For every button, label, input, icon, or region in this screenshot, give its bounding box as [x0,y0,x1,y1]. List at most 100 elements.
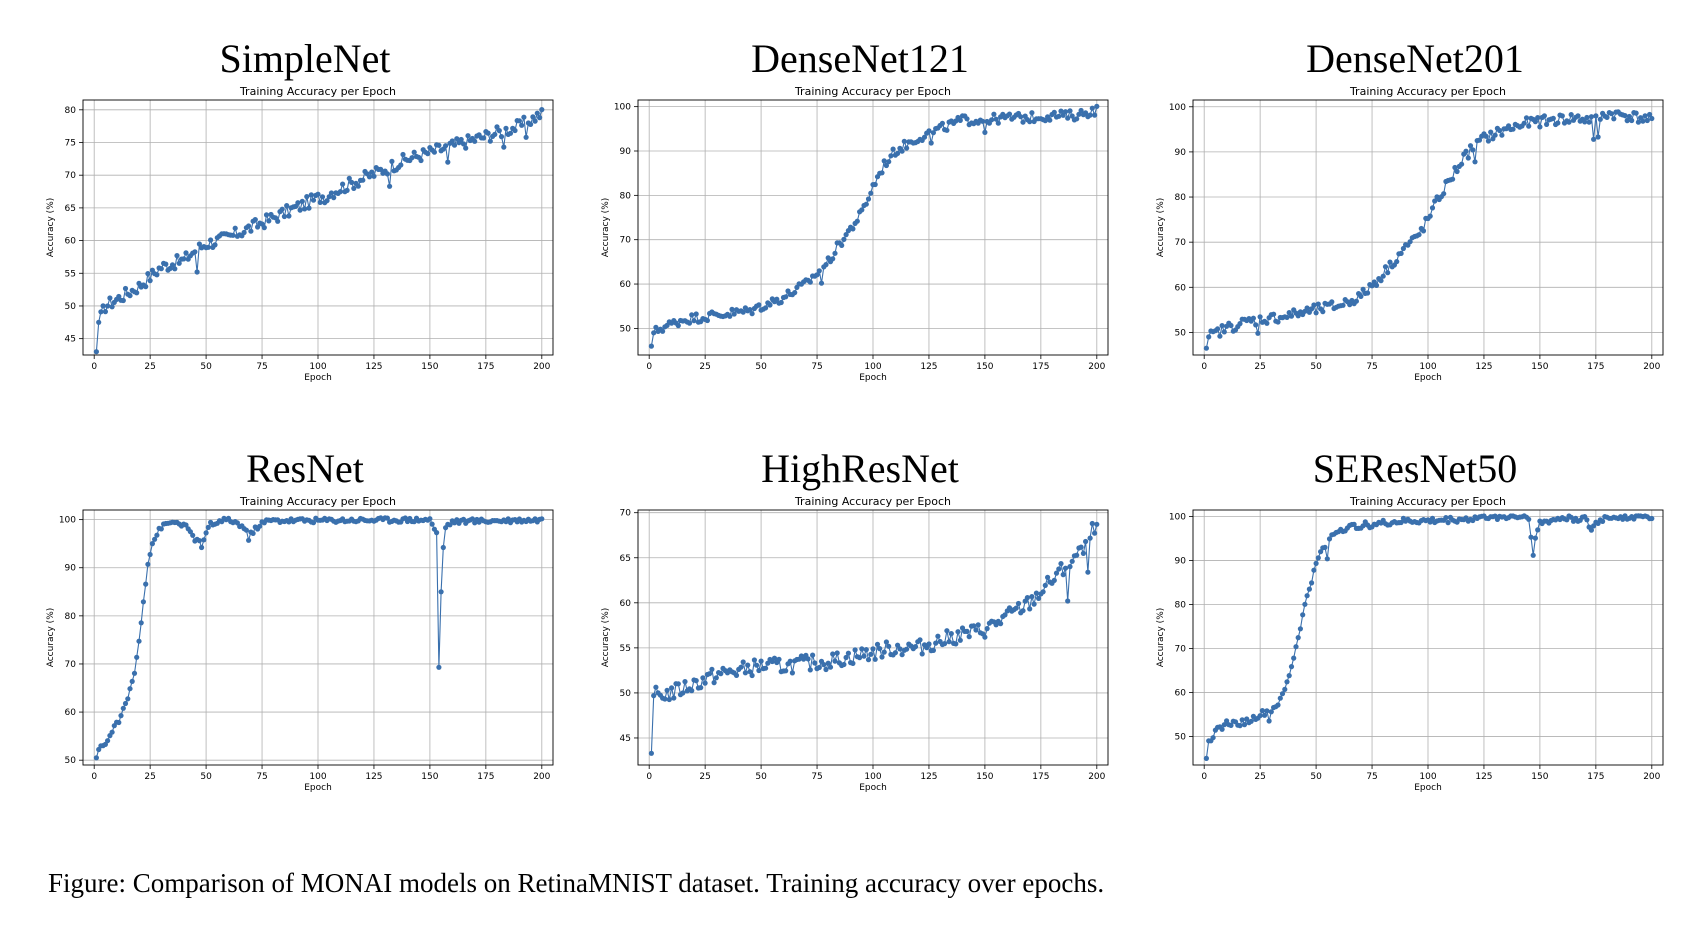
data-point [1094,521,1100,527]
data-point [190,532,196,538]
y-tick-label: 90 [620,147,632,157]
data-point [926,641,932,647]
plot-frame [1192,99,1664,356]
data-point [371,173,377,179]
data-point [147,278,153,284]
data-point [1470,147,1476,153]
data-point [118,713,124,719]
x-axis-label: Epoch [859,373,887,383]
x-tick-label: 25 [1254,772,1265,782]
data-point [1080,550,1086,556]
data-point [346,175,352,181]
y-tick-label: 90 [1175,557,1187,567]
data-point [1528,534,1534,540]
data-point [369,169,375,175]
y-tick-label: 55 [65,269,76,279]
data-point [328,190,334,196]
data-point [897,646,903,652]
data-point [859,207,865,213]
data-point [740,659,746,665]
data-point [881,649,887,655]
data-point [196,538,202,544]
highresnet-chart: Training Accuracy per Epoch 0 25 50 75 100 125… [601,495,1109,793]
y-tick-label: 80 [65,612,77,622]
plot-frame [1192,509,1664,766]
data-point [93,349,99,355]
data-point [158,266,164,272]
series-line [95,517,542,758]
data-point [998,621,1004,627]
data-point [528,121,534,127]
data-point [1568,514,1574,520]
data-point [136,638,142,644]
plot-frame [637,99,1109,356]
data-point [1027,606,1033,612]
data-point [888,153,894,159]
model-title-seresnet50: SEResNet50 [1312,446,1518,491]
data-point [1295,313,1301,319]
x-tick-label: 150 [421,772,438,782]
data-point [366,174,373,180]
data-point [1051,577,1057,583]
densenet121-panel: DenseNet121 Training Accuracy per Epoch 0… [590,36,1130,436]
data-point [1262,712,1268,718]
data-point [1203,345,1209,351]
data-point [709,666,715,672]
data-point [1521,120,1527,126]
data-point [1499,132,1505,138]
data-point [861,653,867,659]
data-point [1600,518,1606,524]
x-axis-label: Epoch [1414,373,1442,383]
y-tick-label: 100 [59,516,76,526]
data-point [1635,119,1641,125]
data-point [257,523,263,529]
data-point [901,138,907,144]
data-point [337,189,343,195]
y-tick-label: 65 [65,204,76,214]
data-point [1210,735,1216,741]
data-point [1266,718,1272,724]
data-point [102,309,108,315]
data-point [279,206,285,212]
data-point [1239,717,1245,723]
x-tick-label: 75 [811,362,822,372]
data-point [230,232,236,238]
data-point [1358,293,1364,299]
data-point [1420,228,1427,234]
y-tick-label: 100 [1169,513,1186,523]
data-point [1488,129,1494,135]
data-point [1483,133,1489,139]
data-point [149,541,155,547]
data-point [266,218,272,224]
data-point [411,149,417,155]
data-point [823,666,829,673]
data-point [877,646,883,652]
plot-title: Training Accuracy per Epoch [794,85,951,98]
data-point [501,144,507,150]
data-point [465,133,471,139]
data-point [1510,126,1516,132]
data-point [498,134,505,140]
data-point [693,678,699,684]
data-point [939,120,945,126]
data-point [841,236,847,242]
data-point [733,672,740,678]
data-point [1555,120,1561,126]
plot-frame [82,99,554,356]
data-point [1537,124,1543,130]
data-point [131,670,138,676]
data-point [664,687,670,693]
data-point [534,110,540,116]
data-point [830,256,836,262]
data-point [1416,232,1422,238]
y-axis-label: Accuracy (%) [601,198,611,258]
x-tick-label: 75 [811,772,822,782]
data-point [729,306,735,312]
data-point [512,127,518,134]
x-tick-label: 25 [144,362,155,372]
data-point [1311,567,1317,573]
data-point [792,290,798,296]
data-point [122,700,129,707]
data-point [1291,655,1297,661]
data-point [1306,586,1312,592]
